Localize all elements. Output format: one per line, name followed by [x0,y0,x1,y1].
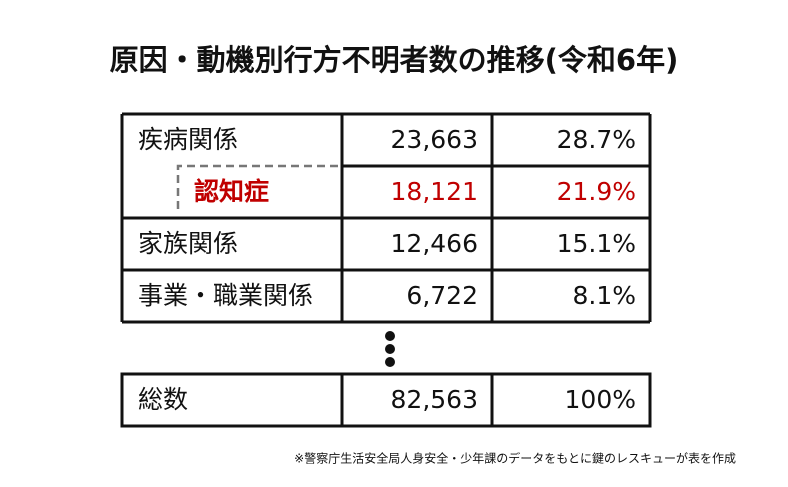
percent: 28.7% [557,125,636,154]
table-borders [120,112,652,324]
percent: 15.1% [557,229,636,258]
total-count: 82,563 [391,385,478,414]
title: 原因・動機別行方不明者数の推移(令和6年) [110,43,679,77]
percent: 8.1% [572,281,636,310]
total-borders [120,372,652,428]
footnote: ※警察庁生活安全局人身安全・少年課のデータをもとに鍵のレスキューが表を作成 [294,451,736,466]
row-label: 認知症 [194,177,269,206]
count: 23,663 [391,125,478,154]
percent: 21.9% [557,177,636,206]
total-label: 総数 [138,385,188,414]
row-label: 家族関係 [138,229,238,258]
total-percent: 100% [565,385,636,414]
ellipsis [385,331,395,367]
count: 18,121 [391,177,478,206]
row-label: 事業・職業関係 [138,281,313,310]
count: 6,722 [406,281,478,310]
row-label: 疾病関係 [138,125,238,154]
count: 12,466 [391,229,478,258]
